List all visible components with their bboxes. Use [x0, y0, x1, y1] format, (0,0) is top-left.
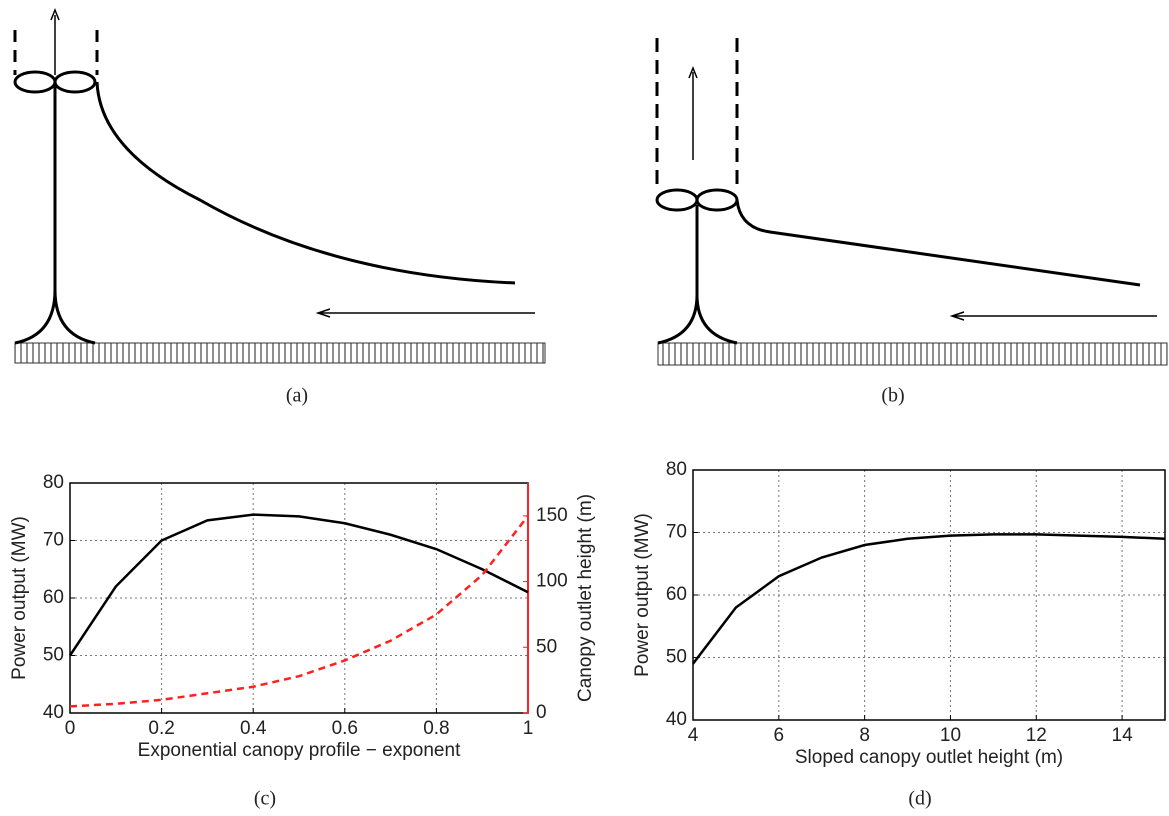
data-line [69, 515, 529, 708]
y-tick-label: 70 [666, 522, 687, 543]
x-tick-label: 10 [940, 725, 961, 746]
y2-axis-label: Canopy outlet height (m) [575, 494, 596, 702]
x-tick-label: 6 [774, 725, 785, 746]
y-axis-label: Power output (MW) [9, 516, 30, 680]
x-tick-label: 0.6 [332, 718, 358, 739]
x-tick-label: 4 [688, 725, 699, 746]
caption: (a) [286, 385, 308, 407]
x-tick-label: 0.8 [423, 718, 449, 739]
y-tick-label: 70 [43, 530, 64, 551]
caption: (c) [254, 788, 276, 810]
y-tick-label: 50 [43, 645, 64, 666]
x-tick-label: 1 [523, 718, 534, 739]
y2-tick-label: 0 [536, 702, 547, 723]
y2-tick-label: 100 [536, 571, 568, 592]
data-line [692, 533, 1166, 665]
y-tick-label: 80 [666, 459, 687, 480]
y-axis-label: Power output (MW) [632, 513, 653, 677]
x-tick-label: 14 [1112, 725, 1134, 746]
y-tick-label: 60 [43, 587, 64, 608]
chart: 4 6 8 10 12 14 40 50 60 70 80 Sloped canopy outlet … [632, 459, 1166, 810]
y2-tick-label: 50 [536, 636, 557, 657]
caption: (b) [881, 385, 904, 407]
x-axis-label: Exponential canopy profile − exponent [138, 740, 461, 761]
caption: (d) [908, 788, 931, 810]
y-tick-label: 60 [666, 584, 687, 605]
plot-frame [692, 469, 1166, 721]
x-tick-label: 0.4 [240, 718, 267, 739]
x-tick-label: 0.2 [148, 718, 174, 739]
x-axis-label: Sloped canopy outlet height (m) [795, 747, 1063, 768]
y-tick-label: 40 [43, 702, 64, 723]
x-tick-label: 8 [859, 725, 870, 746]
diagram-b [655, 38, 1168, 366]
y-tick-label: 80 [43, 472, 64, 493]
y2-tick-label: 150 [536, 505, 568, 526]
data-line [68, 513, 529, 657]
x-tick-label: 0 [65, 718, 76, 739]
y-tick-label: 50 [666, 647, 687, 668]
x-tick-label: 12 [1026, 725, 1047, 746]
chart: 0 0.2 0.4 0.6 0.8 1 40 50 60 70 80 0 50 100 150 Canopy … [9, 472, 596, 810]
diagram-a [13, 7, 546, 364]
y-tick-label: 40 [666, 709, 687, 730]
